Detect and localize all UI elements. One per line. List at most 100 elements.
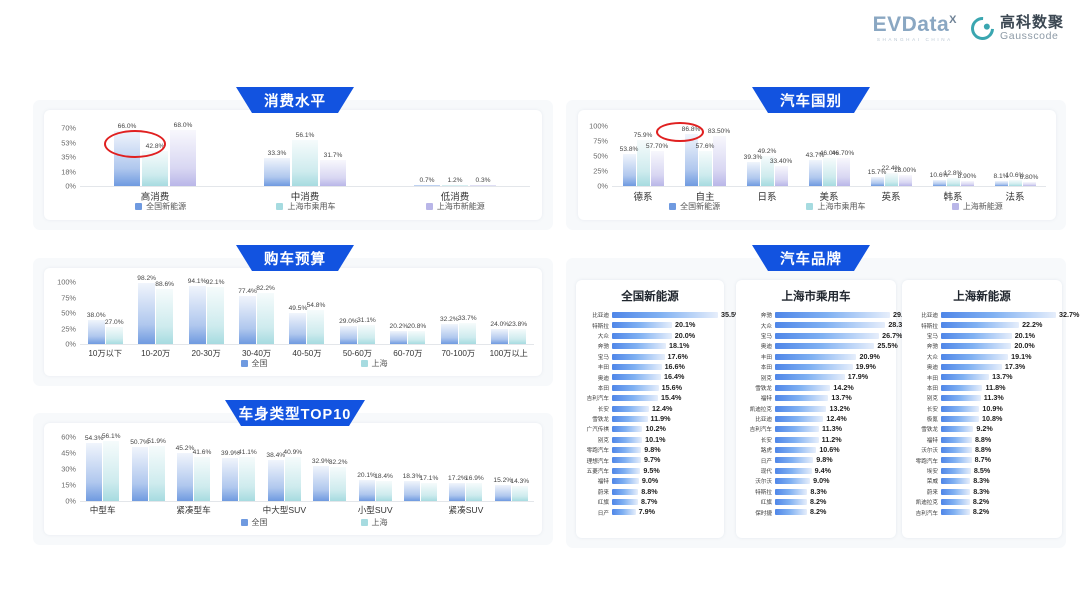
bar[interactable]: 49.2% xyxy=(758,148,776,186)
brand-row[interactable]: 福特 13.7% xyxy=(742,393,890,403)
bar[interactable]: 82.2% xyxy=(256,285,275,344)
brand-row[interactable]: 路虎 10.6% xyxy=(742,445,890,455)
brand-row[interactable]: 雪铁龙 14.2% xyxy=(742,383,890,393)
brand-row[interactable]: 福特 8.8% xyxy=(908,435,1056,445)
bar[interactable]: 40.9% xyxy=(283,449,302,501)
brand-row[interactable]: 奔驰 20.0% xyxy=(908,341,1056,351)
brand-row[interactable]: 丰田 16.6% xyxy=(582,362,718,372)
bar[interactable]: 49.5% xyxy=(289,305,307,344)
bar[interactable]: 0.3% xyxy=(470,177,496,186)
bar[interactable]: 38.0% xyxy=(87,312,106,344)
bar[interactable]: 23.8% xyxy=(508,321,527,344)
brand-row[interactable]: 奔驰29.5% xyxy=(742,310,914,320)
bar[interactable]: 39.9% xyxy=(221,450,240,501)
legend-item[interactable]: 全国新能源 xyxy=(669,201,720,212)
bar[interactable]: 88.6% xyxy=(155,281,174,344)
bar[interactable]: 15.7% xyxy=(868,169,886,186)
bar[interactable]: 0.7% xyxy=(414,177,440,186)
bar[interactable]: 38.4% xyxy=(266,452,285,501)
bar[interactable]: 83.50% xyxy=(708,128,730,186)
brand-row[interactable]: 长安 11.2% xyxy=(742,435,890,445)
legend-item[interactable]: 上海新能源 xyxy=(951,201,1003,212)
brand-row[interactable]: 宝马 17.6% xyxy=(582,352,718,362)
brand-row[interactable]: 丰田 20.9% xyxy=(742,352,890,362)
brand-row[interactable]: 广汽传祺 10.2% xyxy=(582,424,718,434)
bar[interactable]: 10.6% xyxy=(1006,172,1024,186)
legend-item[interactable]: 上海市乘用车 xyxy=(276,201,335,212)
brand-row[interactable]: 吉利汽车 8.2% xyxy=(908,507,1056,517)
brand-row[interactable]: 极氪 10.8% xyxy=(908,414,1056,424)
bar[interactable]: 22.4% xyxy=(882,165,900,186)
brand-row[interactable]: 现代 9.4% xyxy=(742,466,890,476)
bar[interactable]: 32.2% xyxy=(329,459,348,501)
brand-row[interactable]: 日产 9.8% xyxy=(742,455,890,465)
brand-row[interactable]: 奔驰 18.1% xyxy=(582,341,718,351)
bar[interactable]: 50.7% xyxy=(130,439,149,501)
brand-row[interactable]: 福特 9.0% xyxy=(582,476,718,486)
brand-row[interactable]: 特斯拉 8.3% xyxy=(742,487,890,497)
bar[interactable]: 53.8% xyxy=(620,146,638,186)
bar[interactable]: 92.1% xyxy=(206,279,224,344)
bar[interactable]: 32.2% xyxy=(440,316,459,344)
legend-item[interactable]: 全国 xyxy=(240,517,268,528)
brand-row[interactable]: 特斯拉 22.2% xyxy=(908,320,1056,330)
brand-row[interactable]: 奥迪 25.5% xyxy=(742,341,898,351)
bar[interactable]: 18.3% xyxy=(403,473,421,501)
brand-row[interactable]: 蔚来 8.3% xyxy=(908,487,1056,497)
brand-row[interactable]: 比亚迪 32.7% xyxy=(908,310,1079,320)
bar[interactable]: 33.40% xyxy=(770,158,792,186)
brand-row[interactable]: 大众 19.1% xyxy=(908,352,1056,362)
bar[interactable]: 31.7% xyxy=(320,152,346,186)
brand-row[interactable]: 零跑汽车 8.7% xyxy=(908,455,1056,465)
bar[interactable]: 98.2% xyxy=(137,275,156,344)
brand-row[interactable]: 本田 19.9% xyxy=(742,362,890,372)
brand-row[interactable]: 吉利汽车 15.4% xyxy=(582,393,718,403)
brand-row[interactable]: 荣威 8.3% xyxy=(908,476,1056,486)
bar[interactable]: 43.7% xyxy=(806,152,824,186)
brand-row[interactable]: 红旗 8.2% xyxy=(742,497,890,507)
bar[interactable]: 15.2% xyxy=(493,477,512,501)
bar[interactable]: 16.9% xyxy=(465,475,484,501)
bar[interactable]: 29.0% xyxy=(339,318,358,344)
bar[interactable]: 6.80% xyxy=(1020,174,1038,186)
bar[interactable]: 51.9% xyxy=(147,438,166,501)
bar[interactable]: 68.0% xyxy=(170,122,196,186)
bar[interactable]: 31.1% xyxy=(357,317,376,344)
bar[interactable]: 12.8% xyxy=(944,170,962,186)
brand-row[interactable]: 理想汽车 9.7% xyxy=(582,455,718,465)
brand-row[interactable]: 宝马 20.1% xyxy=(908,331,1056,341)
brand-row[interactable]: 本田 15.6% xyxy=(582,383,718,393)
bar[interactable]: 32.9% xyxy=(312,458,331,501)
bar[interactable]: 39.3% xyxy=(744,154,762,186)
brand-row[interactable]: 五菱汽车 9.5% xyxy=(582,466,718,476)
bar[interactable]: 20.1% xyxy=(357,472,376,501)
bar[interactable]: 77.4% xyxy=(238,288,257,344)
bar[interactable]: 56.1% xyxy=(102,433,121,501)
brand-row[interactable]: 长安 12.4% xyxy=(582,404,718,414)
brand-row[interactable]: 特斯拉 20.1% xyxy=(582,320,718,330)
bar[interactable]: 10.6% xyxy=(930,172,948,186)
bar[interactable]: 45.2% xyxy=(176,445,194,501)
bar[interactable]: 41.6% xyxy=(193,449,211,501)
bar[interactable]: 17.2% xyxy=(448,475,467,501)
brand-row[interactable]: 奥迪 16.4% xyxy=(582,372,718,382)
bar[interactable]: 57.70% xyxy=(646,143,668,186)
bar[interactable]: 20.8% xyxy=(408,323,426,344)
brand-row[interactable]: 蔚来 8.8% xyxy=(582,487,718,497)
bar[interactable]: 17.1% xyxy=(420,475,438,501)
legend-item[interactable]: 上海市乘用车 xyxy=(806,201,865,212)
bar[interactable]: 8.1% xyxy=(993,173,1009,186)
bar[interactable]: 33.7% xyxy=(458,315,477,344)
brand-row[interactable]: 大众 28.3% xyxy=(742,320,909,330)
brand-row[interactable]: 凯迪拉克 13.2% xyxy=(742,404,890,414)
legend-item[interactable]: 全国新能源 xyxy=(135,201,186,212)
bar[interactable]: 41.1% xyxy=(238,449,257,501)
brand-row[interactable]: 红旗 8.7% xyxy=(582,497,718,507)
legend-item[interactable]: 上海市新能源 xyxy=(425,201,485,212)
brand-row[interactable]: 吉利汽车 11.3% xyxy=(742,424,890,434)
brand-row[interactable]: 保时捷 8.2% xyxy=(742,507,890,517)
brand-row[interactable]: 别克 10.1% xyxy=(582,435,718,445)
brand-row[interactable]: 埃安 8.5% xyxy=(908,466,1056,476)
brand-row[interactable]: 比亚迪 12.4% xyxy=(742,414,890,424)
legend-item[interactable]: 上海 xyxy=(360,358,388,369)
